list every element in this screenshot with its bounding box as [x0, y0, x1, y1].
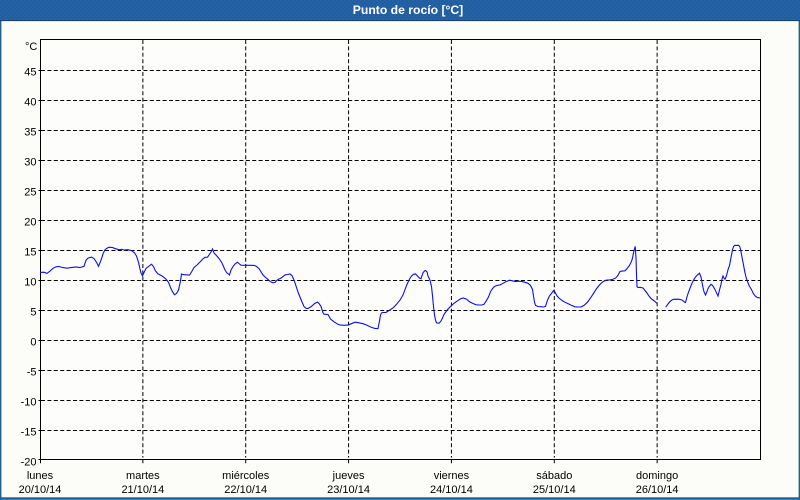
svg-text:-15: -15: [21, 427, 37, 439]
svg-text:15: 15: [24, 247, 36, 259]
svg-text:martes: martes: [126, 470, 160, 482]
svg-text:Punto de rocío [°C]: Punto de rocío [°C]: [353, 3, 464, 17]
svg-text:22/10/14: 22/10/14: [224, 484, 267, 496]
svg-text:domingo: domingo: [636, 470, 678, 482]
svg-text:-10: -10: [21, 397, 37, 409]
svg-text:-5: -5: [27, 367, 37, 379]
svg-text:21/10/14: 21/10/14: [121, 484, 164, 496]
svg-text:20: 20: [24, 217, 36, 229]
svg-text:viernes: viernes: [434, 470, 470, 482]
svg-text:lunes: lunes: [27, 470, 54, 482]
svg-text:24/10/14: 24/10/14: [430, 484, 473, 496]
svg-text:sábado: sábado: [536, 470, 572, 482]
svg-text:0: 0: [30, 337, 36, 349]
svg-text:25: 25: [24, 187, 36, 199]
svg-text:-20: -20: [21, 457, 37, 469]
svg-text:45: 45: [24, 67, 36, 79]
svg-text:10: 10: [24, 277, 36, 289]
svg-text:35: 35: [24, 127, 36, 139]
svg-text:miércoles: miércoles: [222, 470, 270, 482]
svg-text:jueves: jueves: [332, 470, 365, 482]
svg-text:5: 5: [30, 307, 36, 319]
svg-text:23/10/14: 23/10/14: [327, 484, 370, 496]
svg-text:25/10/14: 25/10/14: [533, 484, 576, 496]
svg-text:26/10/14: 26/10/14: [636, 484, 679, 496]
svg-text:30: 30: [24, 157, 36, 169]
svg-text:°C: °C: [25, 41, 37, 53]
svg-text:40: 40: [24, 97, 36, 109]
svg-text:20/10/14: 20/10/14: [19, 484, 62, 496]
